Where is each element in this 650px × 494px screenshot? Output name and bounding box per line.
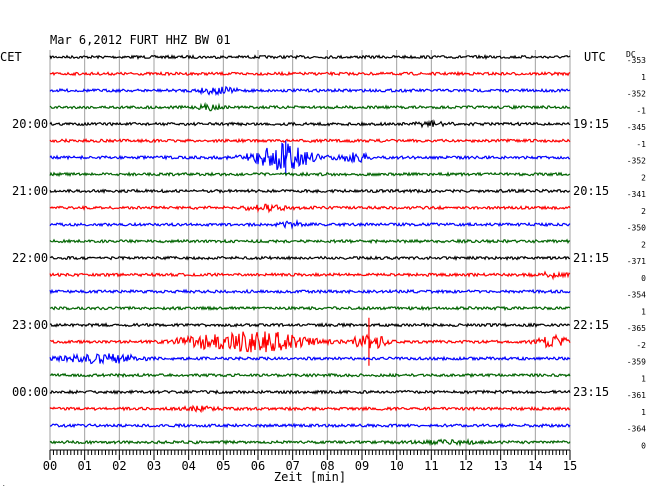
cet-time-label: 20:00	[12, 117, 48, 131]
dc-value: 1	[641, 307, 646, 316]
x-tick-label: 11	[424, 459, 438, 473]
seismic-trace	[49, 119, 571, 129]
seismic-trace	[49, 54, 571, 60]
seismic-trace	[49, 218, 571, 230]
utc-time-label: 23:15	[573, 385, 609, 399]
seismic-trace	[49, 188, 571, 194]
dc-value: -2	[636, 341, 646, 350]
utc-time-label: 21:15	[573, 251, 609, 265]
cet-time-label: 23:00	[12, 318, 48, 332]
x-tick-label: 14	[528, 459, 542, 473]
dc-value: 1	[641, 73, 646, 82]
dc-value: -353	[627, 56, 646, 65]
dc-value: -359	[627, 358, 646, 367]
dc-value: -354	[627, 291, 646, 300]
x-tick-label: 10	[389, 459, 403, 473]
chart-title: Mar 6,2012 FURT HHZ BW 01	[50, 33, 231, 47]
seismic-trace	[50, 422, 571, 429]
seismic-trace	[49, 438, 571, 447]
x-tick-label: 01	[77, 459, 91, 473]
dc-value: 2	[641, 173, 646, 182]
dc-value: -345	[627, 123, 646, 132]
dc-value: 1	[641, 374, 646, 383]
dc-value: -352	[627, 157, 646, 166]
cet-time-label: 21:00	[12, 184, 48, 198]
x-tick-label: 06	[251, 459, 265, 473]
x-axis: 00 01 02 03 04 05 06 07 08 09 10 11 12 13 14 15	[43, 449, 577, 473]
seismic-trace	[49, 85, 571, 97]
seismic-trace	[49, 352, 571, 365]
utc-time-label: 20:15	[573, 184, 609, 198]
grid-lines	[49, 50, 571, 450]
seismic-trace	[49, 389, 571, 395]
seismic-trace	[49, 255, 570, 262]
seismic-trace	[49, 238, 571, 245]
seismic-trace	[49, 404, 571, 414]
dc-value: 2	[641, 207, 646, 216]
dc-value: -350	[627, 224, 646, 233]
utc-time-label: 22:15	[573, 318, 609, 332]
dc-value: 1	[641, 408, 646, 417]
x-axis-title: Zeit [min]	[274, 470, 346, 484]
seismic-trace	[50, 331, 571, 353]
seismic-trace	[49, 137, 571, 144]
utc-time-labels: 19:15 20:15 21:15 22:15 23:15	[573, 117, 609, 399]
seismic-trace	[49, 270, 571, 281]
x-tick-label: 03	[147, 459, 161, 473]
dc-value: -341	[627, 190, 646, 199]
seismic-trace	[49, 101, 571, 112]
x-tick-label: 07	[285, 459, 299, 473]
seismic-trace	[49, 288, 571, 295]
cet-time-label: 00:00	[12, 385, 48, 399]
seismic-trace	[49, 372, 571, 379]
cet-time-label: 22:00	[12, 251, 48, 265]
dc-value: 0	[641, 441, 646, 450]
x-tick-label: 12	[459, 459, 473, 473]
cet-time-labels: 20:00 21:00 22:00 23:00 00:00	[12, 117, 48, 399]
utc-label: UTC	[584, 50, 606, 64]
dc-value: -1	[636, 140, 646, 149]
x-tick-label: 09	[355, 459, 369, 473]
seismic-trace	[49, 322, 571, 328]
dc-value: 0	[641, 274, 646, 283]
dc-value: -364	[627, 425, 646, 434]
x-tick-label: 08	[320, 459, 334, 473]
seismic-trace	[49, 305, 571, 312]
dc-value: -371	[627, 257, 646, 266]
dc-value: -352	[627, 90, 646, 99]
dc-value: -1	[636, 106, 646, 115]
utc-time-label: 19:15	[573, 117, 609, 131]
dc-value: -365	[627, 324, 646, 333]
dc-value: 2	[641, 240, 646, 249]
corner-mark: .	[2, 481, 6, 488]
x-tick-label: 13	[493, 459, 507, 473]
seismic-trace	[49, 70, 571, 77]
x-tick-label: 00	[43, 459, 57, 473]
seismic-trace	[49, 171, 571, 178]
x-tick-label: 05	[216, 459, 230, 473]
seismic-traces	[49, 54, 571, 447]
dc-offset-values: -353 1 -352 -1 -345 -1 -352 2 -341 2 -350 2 -371 0 -35…	[627, 56, 646, 450]
seismic-trace	[49, 142, 571, 171]
x-tick-label: 02	[112, 459, 126, 473]
dc-value: -361	[627, 391, 646, 400]
seismic-trace	[49, 203, 571, 214]
dc-label: DC	[626, 50, 636, 59]
x-tick-label: 15	[563, 459, 577, 473]
x-tick-label: 04	[181, 459, 195, 473]
cet-label: CET	[0, 50, 22, 64]
